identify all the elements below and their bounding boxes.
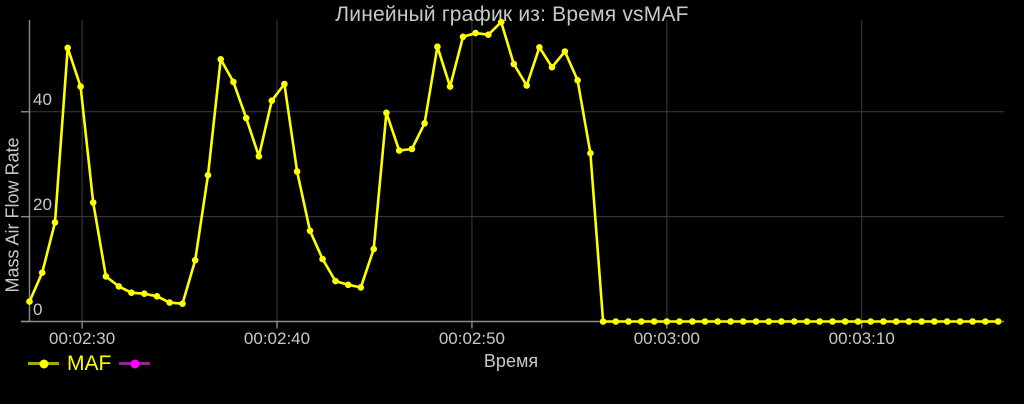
y-axis-title: Mass Air Flow Rate: [2, 137, 23, 293]
legend-maf-dot-icon: [39, 359, 48, 368]
chart-title: Линейный график из: Время vsMAF: [335, 3, 689, 26]
x-tick-label: 00:02:30: [49, 329, 116, 348]
legend: MAF: [28, 351, 158, 376]
x-tick-label: 00:03:00: [633, 329, 700, 348]
y-tick-label: 40: [33, 89, 52, 109]
x-axis-title: Время: [483, 351, 539, 371]
x-tick-label: 00:02:50: [438, 329, 506, 348]
x-tick-label: 00:03:10: [828, 329, 895, 348]
y-tick-label: 0: [33, 299, 43, 319]
y-tick-label: 20: [33, 194, 52, 214]
legend-maf-line-swatch: [28, 359, 59, 368]
legend-series2-line-swatch: [119, 359, 151, 368]
x-tick-label: 00:02:40: [243, 329, 311, 348]
legend-series2-dot-icon: [130, 359, 140, 368]
legend-maf-label: MAF: [67, 352, 112, 375]
